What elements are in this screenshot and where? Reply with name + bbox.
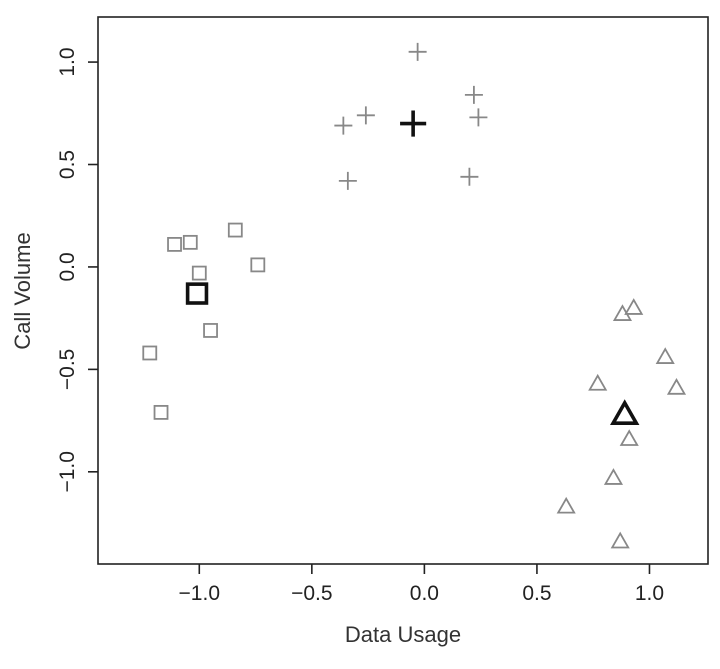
data-point-square xyxy=(182,234,198,250)
data-point-square xyxy=(250,257,266,273)
data-point-plus xyxy=(469,108,488,127)
data-point-square xyxy=(167,237,182,252)
data-point-plus xyxy=(460,167,479,186)
y-axis: −1.0 −0.5 0.0 0.5 1.0 xyxy=(56,47,98,493)
y-tick-label: 0.0 xyxy=(56,252,79,281)
x-axis: −1.0 −0.5 0.0 0.5 1.0 xyxy=(179,564,664,605)
x-tick-label: 0.5 xyxy=(522,582,551,605)
data-points xyxy=(142,42,687,549)
data-point-plus xyxy=(338,171,357,190)
data-point-triangle xyxy=(655,347,675,364)
cluster-center-square xyxy=(185,282,209,305)
data-point-square xyxy=(227,222,243,238)
data-point-triangle xyxy=(556,496,576,514)
y-tick-label: −0.5 xyxy=(56,349,79,390)
x-tick-label: −1.0 xyxy=(179,582,220,605)
cluster-center-plus xyxy=(400,110,427,137)
plot-frame xyxy=(97,16,709,565)
data-point-triangle xyxy=(624,298,644,315)
data-point-square xyxy=(191,265,207,281)
data-point-plus xyxy=(356,106,375,125)
data-point-square xyxy=(142,345,158,361)
cluster-center-triangle xyxy=(610,399,640,425)
x-axis-title: Data Usage xyxy=(345,622,461,647)
data-point-triangle xyxy=(619,429,639,446)
data-point-triangle xyxy=(610,531,630,549)
data-point-plus xyxy=(408,42,427,61)
data-point-triangle xyxy=(603,468,624,485)
y-tick-label: −1.0 xyxy=(56,451,79,492)
data-point-square xyxy=(153,404,169,420)
data-point-plus xyxy=(334,116,353,135)
data-point-triangle xyxy=(666,377,687,395)
x-tick-label: 0.0 xyxy=(410,582,439,605)
x-tick-label: −0.5 xyxy=(291,582,332,605)
y-tick-label: 1.0 xyxy=(56,47,79,76)
x-tick-label: 1.0 xyxy=(635,582,664,605)
data-point-plus xyxy=(464,85,483,104)
y-axis-title: Call Volume xyxy=(10,232,35,349)
data-point-triangle xyxy=(588,373,608,391)
y-tick-label: 0.5 xyxy=(56,150,79,179)
data-point-square xyxy=(203,323,218,338)
